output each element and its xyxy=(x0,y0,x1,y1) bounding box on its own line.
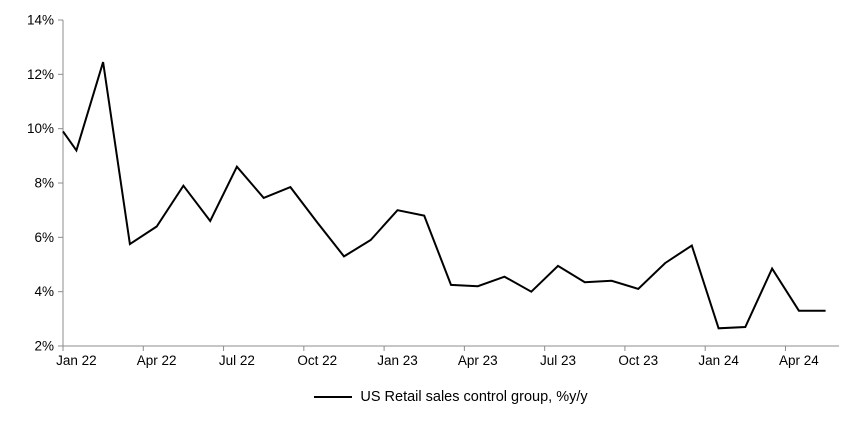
x-tick-label: Apr 22 xyxy=(137,353,177,368)
legend-label: US Retail sales control group, %y/y xyxy=(360,389,588,405)
x-tick-label: Jul 22 xyxy=(219,353,255,368)
y-tick-label: 14% xyxy=(27,13,54,28)
legend: US Retail sales control group, %y/y xyxy=(63,388,839,406)
y-tick-label: 10% xyxy=(27,121,54,136)
legend-line-swatch xyxy=(314,396,353,398)
x-tick-label: Oct 22 xyxy=(297,353,337,368)
x-tick-label: Jan 22 xyxy=(56,353,97,368)
y-tick-label: 12% xyxy=(27,67,54,82)
chart-canvas: 2% 4% 6% 8% 10% 12% 14% Jan 22 Apr 22 Jul 22 Oct 2… xyxy=(27,13,839,368)
x-tick-label: Oct 23 xyxy=(618,353,658,368)
x-tick-label: Jan 24 xyxy=(698,353,739,368)
y-tick-label: 4% xyxy=(34,284,54,299)
x-tick-label: Jan 23 xyxy=(377,353,418,368)
x-tick-label: Apr 24 xyxy=(779,353,819,368)
x-tick-label: Jul 23 xyxy=(540,353,576,368)
y-tick-label: 2% xyxy=(34,339,54,354)
x-tick-label: Apr 23 xyxy=(458,353,498,368)
y-tick-label: 8% xyxy=(34,176,54,191)
series-line xyxy=(62,61,826,330)
y-tick-label: 6% xyxy=(34,230,54,245)
